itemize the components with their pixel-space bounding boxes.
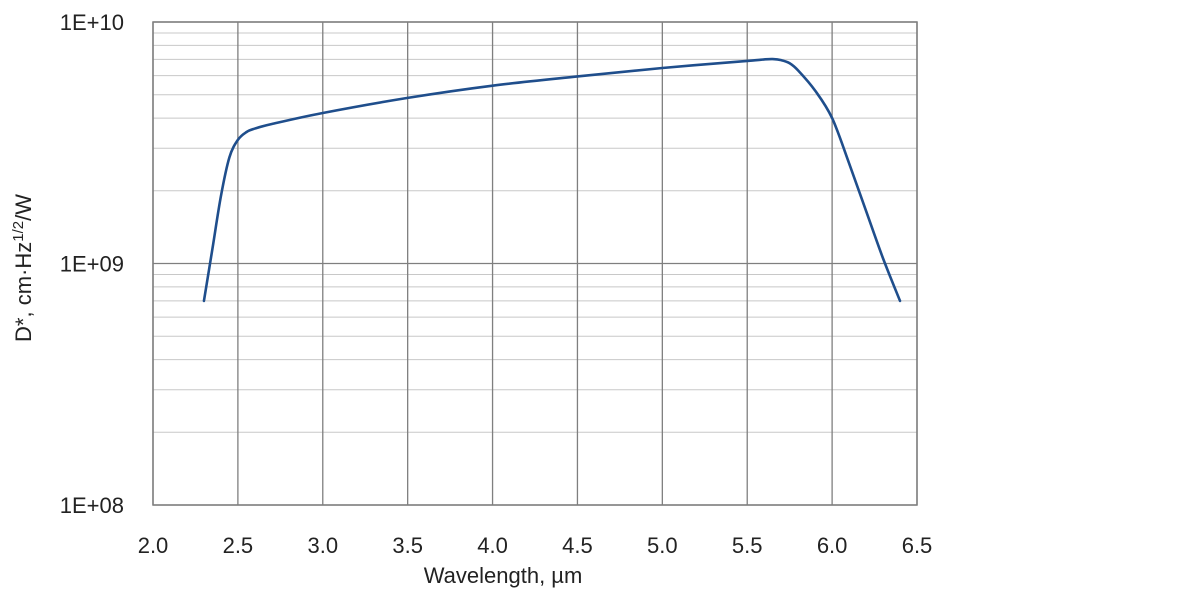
series-line — [202, 57, 902, 303]
x-tick-label: 2.0 — [138, 533, 169, 558]
x-tick-label: 5.0 — [647, 533, 678, 558]
x-tick-label: 3.0 — [307, 533, 338, 558]
plot-frame — [152, 21, 918, 506]
x-axis-label: Wavelength, µm — [424, 563, 583, 588]
x-tick-label: 4.0 — [477, 533, 508, 558]
y-tick-labels: 1E+08 1E+09 1E+10 — [60, 10, 124, 518]
y-axis-label-superscript: 1/2 — [10, 221, 27, 242]
y-axis-label: D*, cm·Hz1/2/W — [10, 194, 37, 342]
x-tick-label: 6.0 — [817, 533, 848, 558]
x-tick-label: 3.5 — [392, 533, 423, 558]
y-tick-label: 1E+08 — [60, 493, 124, 518]
x-tick-label: 2.5 — [223, 533, 254, 558]
minor-gridlines — [153, 32, 917, 433]
x-tick-label: 5.5 — [732, 533, 763, 558]
x-tick-labels: 2.0 2.5 3.0 3.5 4.0 4.5 5.0 5.5 6.0 6.5 — [138, 533, 933, 558]
y-tick-label: 1E+09 — [60, 252, 124, 277]
x-tick-label: 4.5 — [562, 533, 593, 558]
y-tick-label: 1E+10 — [60, 10, 124, 35]
y-axis-label-main: D*, cm·Hz — [11, 242, 36, 342]
x-tick-label: 6.5 — [902, 533, 933, 558]
y-axis-label-tail: /W — [11, 194, 36, 221]
